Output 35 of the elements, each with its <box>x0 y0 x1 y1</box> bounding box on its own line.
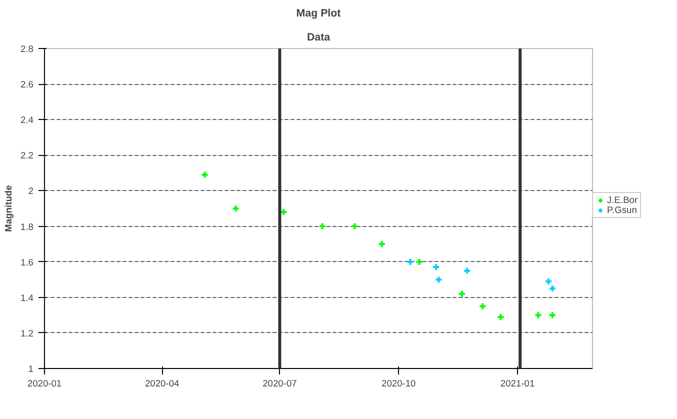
y-tick-label: 2 <box>28 186 34 196</box>
legend-label: P.Gsun <box>607 205 637 215</box>
point <box>415 258 424 266</box>
point <box>463 266 472 275</box>
chart-title: Mag Plot <box>296 8 342 20</box>
point <box>200 170 209 179</box>
point <box>544 277 553 286</box>
y-tick-label: 2.6 <box>20 80 34 90</box>
point <box>534 311 542 320</box>
x-tick-label: 2021-01 <box>500 378 535 388</box>
y-tick-label: 1.6 <box>20 257 34 268</box>
x-tick-label: 2020-10 <box>382 378 416 388</box>
legend-label: J.E.Bor <box>607 195 638 205</box>
point <box>548 284 556 292</box>
y-axis-title: Magnitude <box>4 185 14 232</box>
y-tick-label: 1.4 <box>20 292 34 303</box>
y-tick-label: 1 <box>28 364 34 374</box>
point <box>458 290 466 298</box>
y-tick-label: 2.4 <box>20 115 34 126</box>
point <box>318 222 326 230</box>
chart-subtitle: Data <box>306 32 330 44</box>
point <box>350 222 359 230</box>
point <box>434 276 443 284</box>
y-tick-label: 2.2 <box>20 150 34 161</box>
x-tick-label: 2020-01 <box>27 378 62 388</box>
point <box>478 302 487 310</box>
point <box>432 263 440 272</box>
y-tick-label: 2.8 <box>20 44 34 54</box>
y-tick-label: 1.2 <box>20 328 34 338</box>
x-tick-label: 2020-04 <box>144 378 180 388</box>
point <box>406 258 414 266</box>
point <box>548 311 556 320</box>
point <box>232 204 240 212</box>
y-tick-label: 1.8 <box>20 222 34 232</box>
x-tick-label: 2020-07 <box>262 378 297 388</box>
